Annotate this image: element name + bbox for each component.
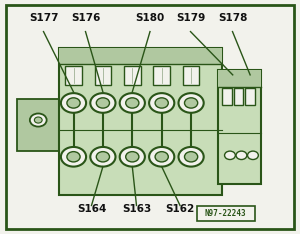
Circle shape bbox=[155, 152, 168, 162]
Circle shape bbox=[96, 98, 110, 108]
Circle shape bbox=[184, 152, 198, 162]
Text: N97-22243: N97-22243 bbox=[205, 209, 247, 218]
Bar bbox=[154, 66, 170, 85]
Bar bbox=[183, 66, 200, 85]
Circle shape bbox=[120, 93, 145, 113]
Bar bbox=[65, 66, 82, 85]
Bar bbox=[222, 88, 232, 105]
Text: S176: S176 bbox=[71, 13, 100, 23]
Circle shape bbox=[67, 98, 80, 108]
Circle shape bbox=[120, 147, 145, 167]
Bar bbox=[233, 88, 243, 105]
Circle shape bbox=[248, 151, 258, 160]
Bar bbox=[124, 66, 140, 85]
Circle shape bbox=[155, 98, 168, 108]
Circle shape bbox=[184, 98, 198, 108]
Circle shape bbox=[61, 147, 86, 167]
Text: S164: S164 bbox=[77, 204, 106, 214]
Bar bbox=[58, 48, 222, 64]
Text: S180: S180 bbox=[135, 13, 165, 23]
Bar bbox=[94, 66, 111, 85]
Circle shape bbox=[126, 152, 139, 162]
Circle shape bbox=[34, 117, 42, 123]
Circle shape bbox=[149, 93, 174, 113]
Text: S177: S177 bbox=[29, 13, 58, 23]
Bar bbox=[58, 48, 222, 195]
Text: S179: S179 bbox=[176, 13, 205, 23]
Text: S178: S178 bbox=[218, 13, 247, 23]
Circle shape bbox=[126, 98, 139, 108]
Circle shape bbox=[236, 151, 247, 160]
Circle shape bbox=[67, 152, 80, 162]
Text: S163: S163 bbox=[122, 204, 151, 214]
Circle shape bbox=[61, 93, 86, 113]
Circle shape bbox=[90, 93, 116, 113]
Bar bbox=[218, 70, 261, 184]
Bar bbox=[218, 70, 261, 87]
Bar bbox=[16, 99, 60, 151]
Circle shape bbox=[178, 93, 204, 113]
Bar bbox=[245, 88, 255, 105]
Bar bbox=[196, 206, 255, 221]
Circle shape bbox=[30, 113, 47, 127]
Circle shape bbox=[224, 151, 236, 160]
Circle shape bbox=[149, 147, 174, 167]
Circle shape bbox=[96, 152, 110, 162]
Text: S162: S162 bbox=[165, 204, 195, 214]
Circle shape bbox=[90, 147, 116, 167]
Circle shape bbox=[178, 147, 204, 167]
